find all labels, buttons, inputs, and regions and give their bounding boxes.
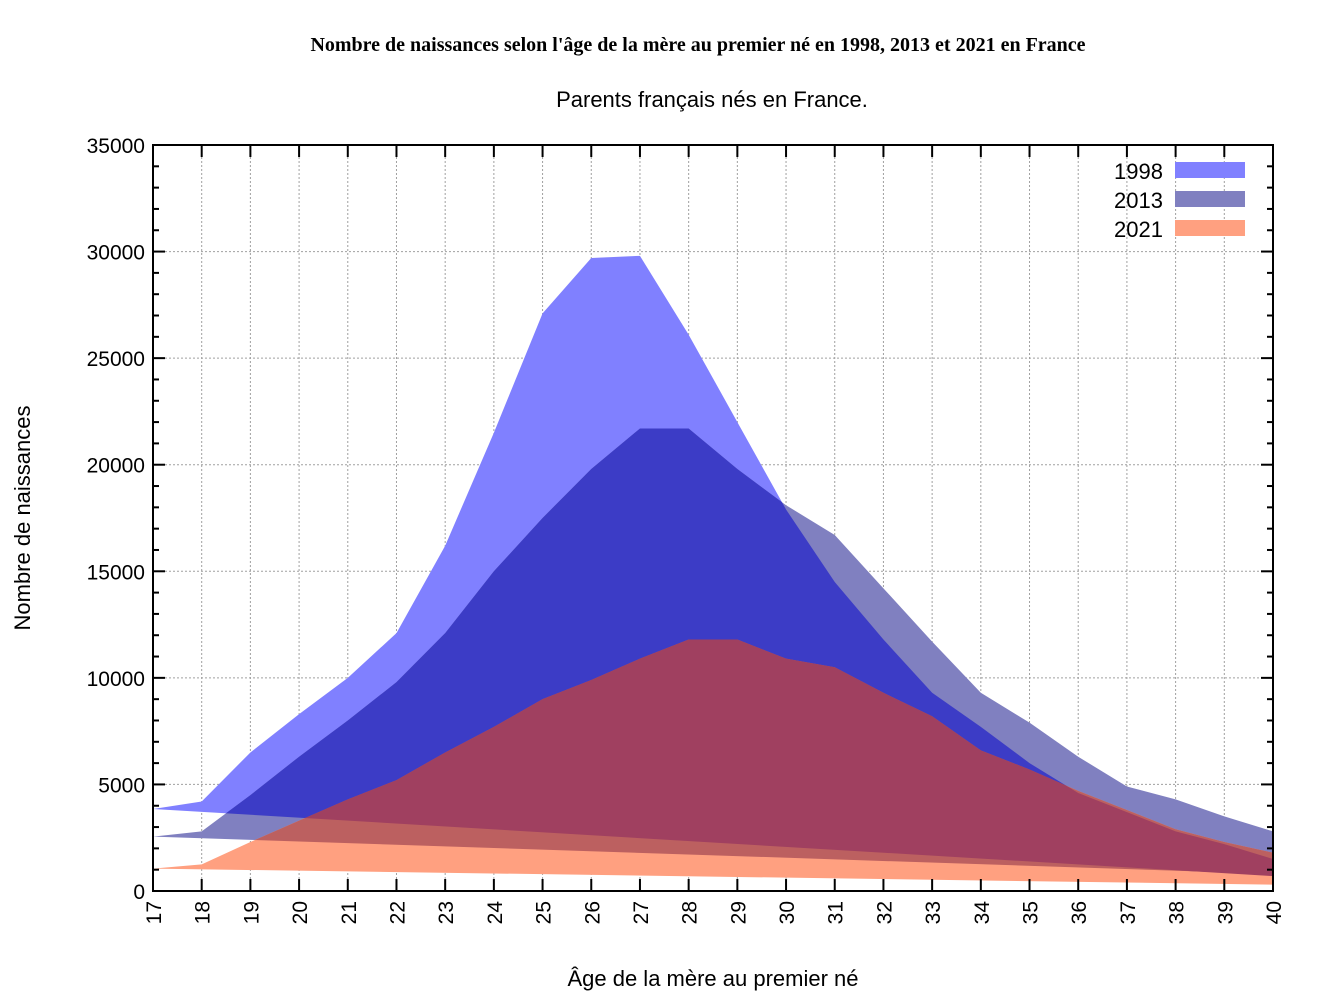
y-tick-label: 20000	[87, 455, 145, 478]
chart-title: Nombre de naissances selon l'âge de la m…	[310, 34, 1085, 56]
axes	[152, 144, 1274, 892]
x-axis-label: Âge de la mère au premier né	[567, 966, 858, 991]
legend-label-2021: 2021	[1114, 217, 1163, 242]
plot-frame	[152, 144, 1274, 892]
overlap-1998-2021	[153, 639, 1273, 877]
y-tick-label: 5000	[98, 774, 145, 797]
chart-subtitle: Parents français nés en France.	[556, 87, 868, 112]
y-tick-label: 25000	[87, 348, 145, 371]
x-tick-label: 31	[825, 901, 848, 924]
x-tick-label: 19	[240, 901, 263, 924]
x-tick-label: 22	[386, 901, 409, 924]
x-tick-label: 38	[1166, 901, 1189, 924]
legend-label-2013: 2013	[1114, 188, 1163, 213]
x-tick-label: 17	[143, 901, 166, 924]
x-tick-label: 35	[1020, 901, 1043, 924]
x-tick-label: 20	[289, 901, 312, 924]
x-tick-label: 24	[484, 901, 507, 925]
y-tick-label: 35000	[87, 135, 145, 158]
y-tick-label: 30000	[87, 242, 145, 265]
legend: 1998 2013 2021	[1114, 159, 1245, 242]
legend-swatch-2013	[1175, 191, 1245, 207]
tick-labels: 0 5000 10000 15000 20000 25000 30000 35000 17 18 1…	[87, 135, 1286, 924]
x-tick-label: 32	[873, 901, 896, 924]
x-tick-label: 21	[338, 901, 361, 924]
y-tick-label: 10000	[87, 668, 145, 691]
x-tick-label: 30	[776, 901, 799, 924]
plot-areas	[153, 255, 1273, 885]
x-tick-label: 26	[581, 901, 604, 924]
x-tick-label: 34	[971, 901, 994, 925]
x-tick-label: 33	[922, 901, 945, 924]
y-tick-label: 0	[133, 881, 145, 904]
x-tick-label: 29	[727, 901, 750, 924]
y-axis-label: Nombre de naissances	[10, 405, 35, 630]
x-tick-label: 37	[1117, 901, 1140, 924]
legend-label-1998: 1998	[1114, 159, 1163, 184]
x-tick-label: 23	[435, 901, 458, 924]
x-tick-label: 27	[630, 901, 653, 924]
x-tick-label: 18	[192, 901, 215, 924]
x-tick-label: 40	[1263, 901, 1286, 924]
legend-swatch-2021	[1175, 220, 1245, 236]
legend-swatch-1998	[1175, 162, 1245, 178]
x-tick-label: 28	[679, 901, 702, 924]
y-tick-label: 15000	[87, 561, 145, 584]
x-tick-label: 39	[1214, 901, 1237, 924]
x-tick-label: 36	[1068, 901, 1091, 924]
x-tick-label: 25	[533, 901, 556, 924]
